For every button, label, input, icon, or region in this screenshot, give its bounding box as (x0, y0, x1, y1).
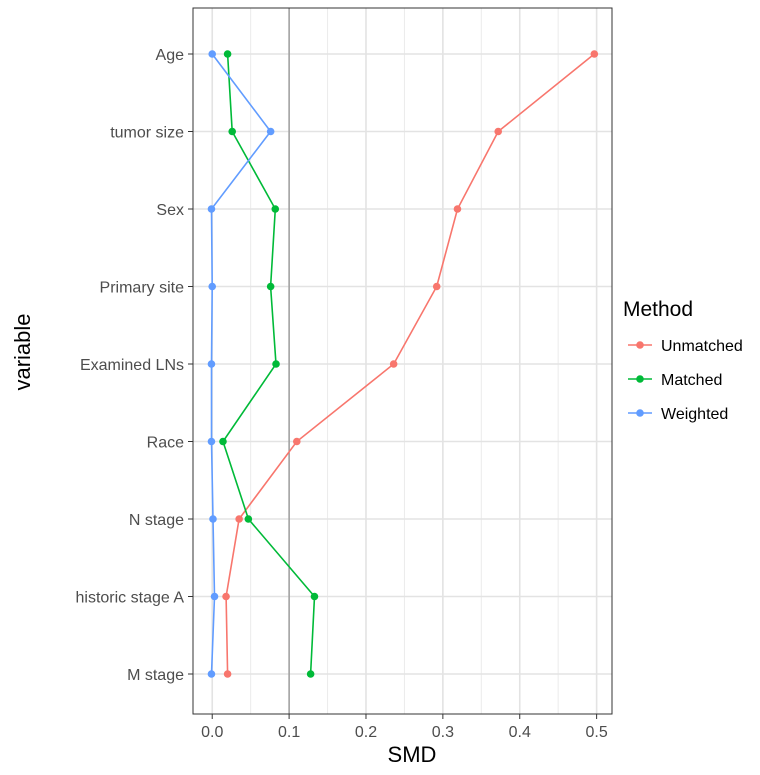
x-tick-label: 0.0 (201, 724, 223, 741)
data-point-unmatched (235, 515, 243, 523)
data-point-unmatched (223, 670, 232, 678)
data-point-unmatched (292, 437, 301, 446)
data-point-unmatched (389, 360, 398, 368)
y-tick-label: Age (156, 47, 185, 64)
data-point-weighted (210, 592, 219, 601)
legend-key-point-matched (636, 375, 644, 383)
x-tick-label: 0.1 (278, 724, 300, 741)
y-tick-label: tumor size (110, 125, 184, 142)
x-tick-label: 0.2 (355, 724, 377, 741)
legend-label-unmatched: Unmatched (661, 338, 743, 355)
legend-key-point-weighted (636, 409, 644, 417)
y-tick-label: Race (147, 435, 184, 452)
data-point-weighted (207, 360, 216, 368)
y-tick-label: historic stage A (76, 590, 185, 607)
legend-title: Method (623, 298, 693, 321)
data-point-weighted (266, 127, 275, 136)
data-point-weighted (209, 515, 217, 523)
legend-key-point-unmatched (636, 341, 644, 349)
data-point-matched (223, 50, 232, 58)
data-point-weighted (207, 670, 216, 678)
data-point-matched (244, 515, 253, 523)
panel-border (192, 7, 613, 715)
data-point-unmatched (494, 127, 503, 136)
y-axis-title: variable (10, 313, 35, 390)
data-point-matched (228, 127, 237, 136)
data-point-weighted (208, 50, 217, 58)
data-point-matched (219, 437, 227, 446)
data-point-matched (306, 670, 315, 678)
data-point-unmatched (453, 205, 462, 213)
x-tick-label: 0.3 (432, 724, 454, 741)
data-point-weighted (207, 205, 216, 213)
data-point-unmatched (590, 50, 599, 58)
y-tick-label: Sex (156, 202, 184, 219)
legend: Method Unmatched Matched Weighted (623, 298, 743, 423)
y-tick-label: M stage (127, 667, 184, 684)
y-tick-label: Primary site (100, 280, 185, 297)
data-point-weighted (208, 282, 217, 291)
legend-label-weighted: Weighted (661, 406, 728, 423)
x-tick-label: 0.5 (585, 724, 607, 741)
y-tick-label: N stage (129, 512, 184, 529)
legend-label-matched: Matched (661, 372, 722, 389)
data-point-matched (310, 592, 319, 601)
data-point-matched (266, 282, 275, 291)
data-point-weighted (207, 437, 216, 446)
data-point-unmatched (222, 592, 230, 601)
data-point-unmatched (432, 282, 441, 291)
y-tick-label: Examined LNs (80, 357, 184, 374)
x-tick-label: 0.4 (509, 724, 531, 741)
data-point-matched (272, 360, 280, 368)
data-point-matched (271, 205, 280, 213)
x-axis-title: SMD (388, 742, 437, 767)
